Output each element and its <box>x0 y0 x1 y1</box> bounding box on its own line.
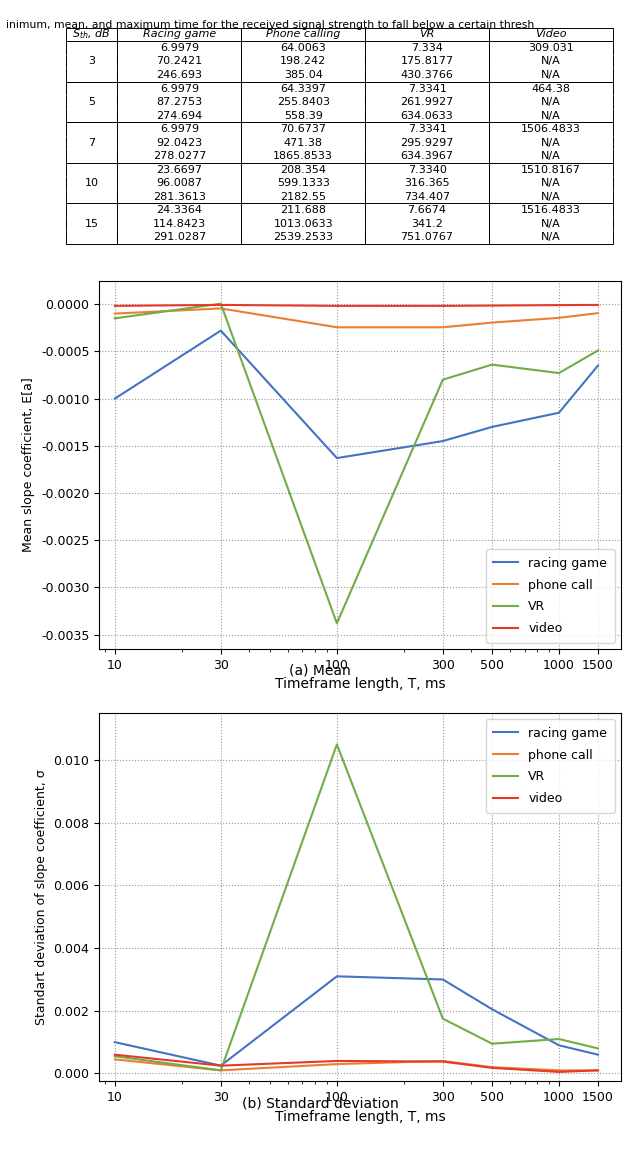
phone call <box>111 306 118 320</box>
racing game <box>439 973 447 987</box>
VR <box>488 1037 496 1051</box>
racing game <box>488 420 496 434</box>
phone call <box>555 1064 563 1078</box>
VR <box>555 366 563 380</box>
video <box>111 299 118 313</box>
VR <box>555 1032 563 1046</box>
VR <box>333 616 340 630</box>
VR <box>217 1064 225 1078</box>
racing game <box>594 1047 602 1061</box>
Line: phone call: phone call <box>115 309 598 327</box>
racing game <box>555 1038 563 1052</box>
VR <box>111 1050 118 1064</box>
video <box>488 298 496 312</box>
VR <box>333 738 340 752</box>
VR <box>488 358 496 372</box>
racing game <box>555 406 563 420</box>
Legend: racing game, phone call, VR, video: racing game, phone call, VR, video <box>486 549 614 643</box>
phone call <box>488 1060 496 1074</box>
VR <box>594 344 602 358</box>
Line: VR: VR <box>115 304 598 623</box>
Text: (a) Mean: (a) Mean <box>289 664 351 678</box>
phone call <box>111 1052 118 1066</box>
racing game <box>111 392 118 406</box>
video <box>333 1054 340 1068</box>
video <box>439 299 447 313</box>
video <box>594 298 602 312</box>
Line: video: video <box>115 1054 598 1072</box>
X-axis label: Timeframe length, T, ms: Timeframe length, T, ms <box>275 1109 445 1123</box>
racing game <box>439 434 447 448</box>
video <box>439 1054 447 1068</box>
VR <box>217 297 225 311</box>
Line: VR: VR <box>115 745 598 1071</box>
video <box>594 1064 602 1078</box>
Text: (b) Standard deviation: (b) Standard deviation <box>242 1097 398 1111</box>
racing game <box>333 451 340 465</box>
phone call <box>217 1064 225 1078</box>
phone call <box>594 1064 602 1078</box>
Line: phone call: phone call <box>115 1059 598 1071</box>
X-axis label: Timeframe length, T, ms: Timeframe length, T, ms <box>275 677 445 691</box>
video <box>217 1059 225 1073</box>
video <box>333 299 340 313</box>
Legend: racing game, phone call, VR, video: racing game, phone call, VR, video <box>486 719 614 812</box>
phone call <box>217 302 225 316</box>
Y-axis label: Standart deviation of slope coefficient, σ: Standart deviation of slope coefficient,… <box>35 769 48 1025</box>
video <box>488 1060 496 1074</box>
Y-axis label: Mean slope coefficient, E[a]: Mean slope coefficient, E[a] <box>22 378 35 552</box>
racing game <box>594 359 602 373</box>
VR <box>439 373 447 387</box>
phone call <box>594 306 602 320</box>
Line: racing game: racing game <box>115 976 598 1066</box>
VR <box>439 1011 447 1025</box>
video <box>217 298 225 312</box>
racing game <box>217 324 225 338</box>
Text: inimum, mean, and maximum time for the received signal strength to fall below a : inimum, mean, and maximum time for the r… <box>6 20 534 30</box>
phone call <box>488 316 496 330</box>
phone call <box>555 311 563 325</box>
Line: racing game: racing game <box>115 331 598 458</box>
phone call <box>439 1054 447 1068</box>
video <box>111 1047 118 1061</box>
racing game <box>111 1035 118 1049</box>
VR <box>111 311 118 325</box>
racing game <box>333 969 340 983</box>
phone call <box>333 1057 340 1071</box>
racing game <box>488 1002 496 1016</box>
video <box>555 1065 563 1079</box>
phone call <box>333 320 340 334</box>
phone call <box>439 320 447 334</box>
VR <box>594 1042 602 1056</box>
racing game <box>217 1059 225 1073</box>
video <box>555 298 563 312</box>
